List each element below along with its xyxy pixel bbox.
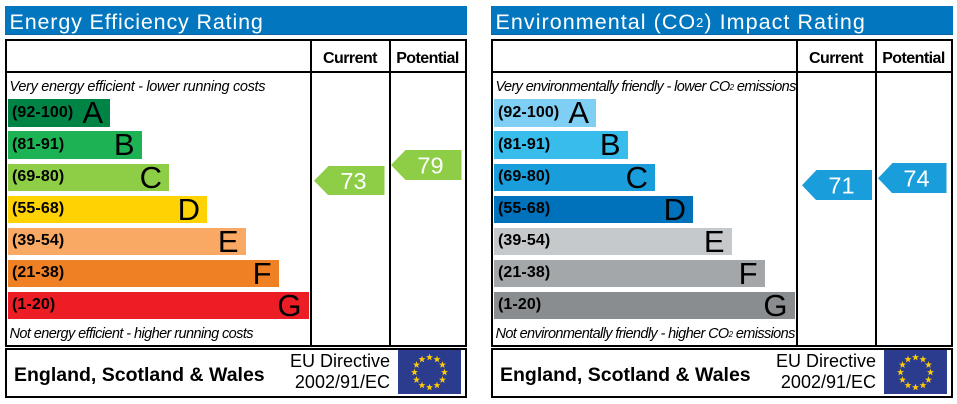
svg-text:73: 73 xyxy=(340,168,366,194)
svg-text:71: 71 xyxy=(828,172,854,198)
svg-text:79: 79 xyxy=(417,153,443,179)
svg-text:74: 74 xyxy=(904,165,930,191)
